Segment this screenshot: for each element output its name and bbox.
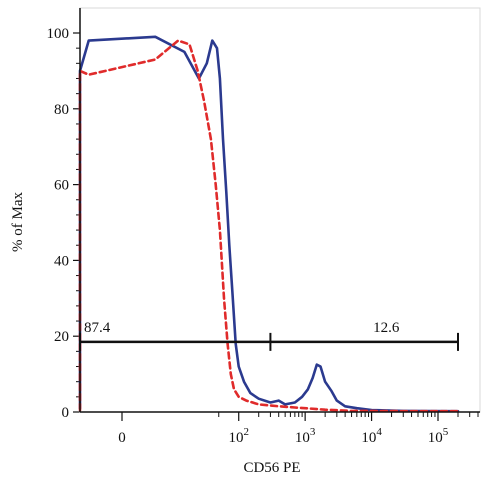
plot-frame: [79, 7, 481, 413]
gate-bar: 87.4 12.6: [79, 320, 459, 351]
y-tick-label: 80: [54, 102, 69, 118]
x-axis-ticks: 0 102 103 104 105: [118, 412, 479, 446]
y-tick-label: 100: [47, 26, 70, 42]
x-tick-label: 102: [228, 426, 249, 446]
x-tick-label: 104: [361, 426, 382, 446]
gate-label-right: 12.6: [373, 320, 400, 336]
x-tick-label: 103: [295, 426, 316, 446]
y-tick-label: 60: [54, 178, 69, 194]
series-line-2: [78, 39, 460, 413]
histogram-series: [78, 35, 460, 413]
y-tick-label: 40: [54, 253, 69, 269]
y-axis-ticks: 0 20 40 60 80 100: [47, 26, 80, 421]
y-axis-title: % of Max: [10, 192, 26, 252]
x-tick-label: 0: [118, 430, 126, 446]
y-tick-label: 0: [62, 405, 70, 421]
series-line-1: [78, 35, 460, 413]
x-tick-label: 105: [428, 426, 449, 446]
gate-label-left: 87.4: [84, 320, 111, 336]
x-axis-title: CD56 PE: [243, 460, 300, 476]
y-tick-label: 20: [54, 329, 69, 345]
